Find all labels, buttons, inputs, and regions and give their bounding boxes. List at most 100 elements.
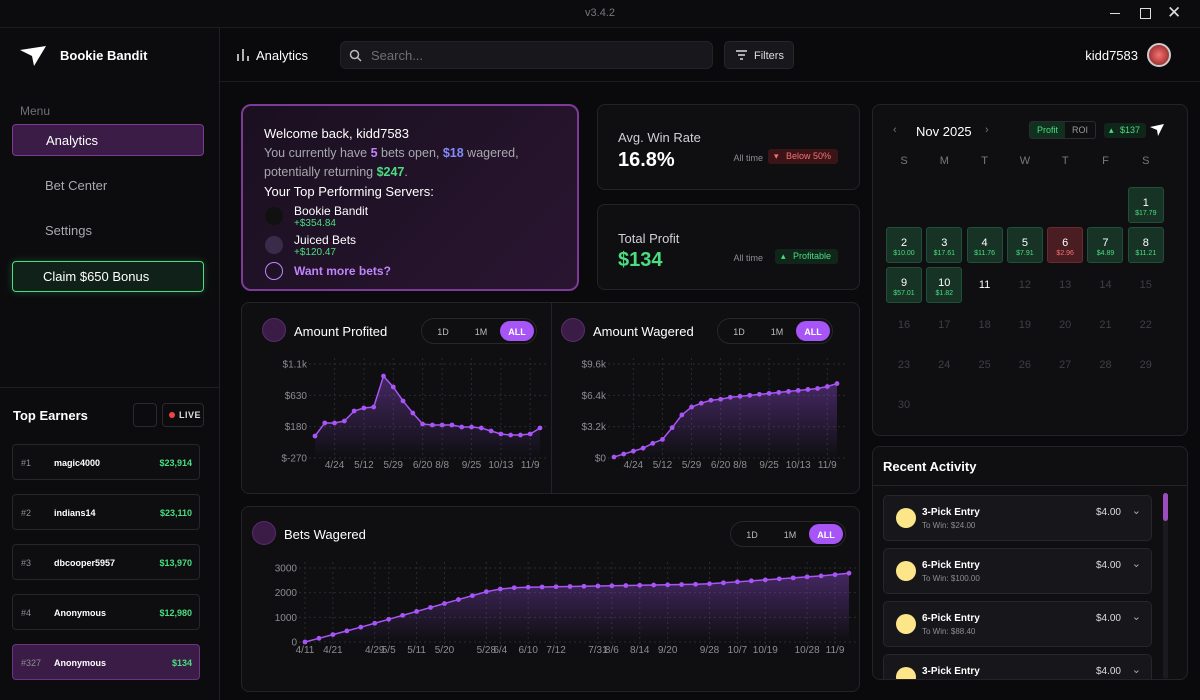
data-point (498, 431, 504, 437)
day-number: 3 (941, 237, 948, 249)
close-button[interactable]: ✕ (1167, 3, 1182, 22)
stat-badge: Profitable (774, 249, 838, 264)
data-point (609, 583, 615, 589)
day-amount: $11.21 (1135, 250, 1157, 257)
x-tick-label: 5/12 (354, 460, 374, 471)
toggle-option[interactable]: ROI (1072, 125, 1089, 135)
y-tick-label: $6.4k (582, 391, 607, 402)
area (305, 573, 849, 642)
day-amount: $10.00 (893, 250, 915, 257)
earners-filter-button[interactable] (133, 403, 157, 427)
nav-analytics[interactable]: Analytics (12, 124, 204, 156)
blank-cell (926, 187, 962, 223)
stat-label: Avg. Win Rate (618, 130, 701, 145)
day-number: 26 (1018, 359, 1032, 371)
activity-item[interactable]: 6-Pick Entry To Win: $88.40 $4.00 ⌄ (883, 601, 1152, 647)
filters-button[interactable]: Filters (724, 41, 794, 69)
day-number: 18 (978, 319, 991, 331)
weekday: F (1102, 155, 1109, 167)
day-number: 23 (897, 359, 911, 371)
range-option[interactable]: ALL (500, 321, 534, 341)
y-tick-label: 2000 (275, 588, 298, 599)
search-icon (349, 49, 362, 62)
earner-name: dbcooper5957 (54, 558, 116, 568)
more-bets-link[interactable]: Want more bets? (294, 264, 391, 278)
data-point (456, 597, 461, 602)
data-point (776, 576, 782, 582)
element (20, 46, 46, 66)
user-avatar[interactable] (1147, 43, 1171, 67)
data-point (322, 420, 328, 426)
earner-name: magic4000 (54, 458, 101, 468)
range-option[interactable]: 1D (733, 327, 745, 337)
data-point (539, 584, 545, 590)
range-option[interactable]: 1D (746, 530, 758, 540)
scrollbar[interactable] (1163, 493, 1168, 679)
claim-bonus-button[interactable]: Claim $650 Bonus (12, 261, 204, 292)
activity-icon (896, 614, 916, 634)
data-point (707, 581, 712, 587)
data-point (330, 632, 336, 637)
open-bets: 5 (370, 146, 378, 160)
day-number: 7 (1102, 237, 1109, 249)
range-option[interactable]: 1M (770, 327, 784, 337)
server-profit: +$354.84 (294, 218, 336, 229)
calendar-card: ‹ Nov 2025 › Profit ROI $137 SMTWTFS1$17… (872, 104, 1188, 436)
data-point (341, 418, 347, 424)
x-tick-label: 11/9 (818, 460, 837, 471)
stat-value: 16.8% (618, 149, 675, 171)
data-point (478, 425, 484, 431)
range-option[interactable]: ALL (796, 321, 830, 341)
range-option[interactable]: 1M (474, 327, 488, 337)
range-option[interactable]: 1D (437, 327, 449, 337)
day-cell: 25 (967, 347, 1003, 383)
x-tick-label: 5/5 (382, 645, 396, 656)
next-month[interactable]: › (985, 124, 989, 136)
data-point (762, 577, 768, 583)
minimize-button[interactable] (1110, 13, 1120, 14)
prev-month[interactable]: ‹ (893, 124, 897, 136)
range-option[interactable]: ALL (809, 524, 843, 544)
data-point (679, 582, 685, 587)
activity-title: 6-Pick Entry (922, 613, 980, 624)
stat-label: Total Profit (618, 231, 680, 246)
divider (0, 387, 219, 388)
x-tick-label: 6/4 (493, 645, 507, 656)
nav-bet-center[interactable]: Bet Center (45, 178, 108, 193)
area (614, 383, 837, 458)
title-bar: v3.4.2 ✕ (0, 0, 1200, 28)
toggle-option[interactable]: Profit (1030, 122, 1066, 138)
data-point (351, 408, 357, 414)
data-point (611, 454, 617, 460)
maximize-button[interactable] (1140, 8, 1151, 19)
data-point (527, 431, 533, 437)
data-point (737, 393, 743, 399)
scrollbar-thumb[interactable] (1163, 493, 1168, 521)
search-input[interactable]: Search... (340, 41, 713, 69)
data-point (439, 422, 445, 428)
day-amount: $17.79 (1135, 210, 1157, 217)
stat-card: Total Profit $134 All time Profitable (597, 204, 860, 290)
summary-text: You currently have (264, 146, 371, 160)
day-cell: 13 (1047, 267, 1083, 303)
x-tick-label: 8/6 (605, 645, 619, 656)
app-version: v3.4.2 (585, 7, 615, 19)
day-number: 17 (938, 319, 951, 331)
divider (873, 485, 1187, 486)
data-point (757, 391, 762, 397)
activity-item[interactable]: 6-Pick Entry To Win: $100.00 $4.00 ⌄ (883, 548, 1152, 594)
nav-settings[interactable]: Settings (45, 223, 92, 238)
day-number: 6 (1062, 237, 1069, 249)
data-point (390, 384, 396, 390)
data-point (776, 389, 782, 395)
line (304, 572, 850, 643)
live-badge: LIVE (162, 403, 204, 427)
data-point (786, 389, 791, 394)
data-point (511, 585, 517, 591)
expand-icon: ⌄ (1131, 505, 1141, 517)
x-tick-label: 6/20 (413, 460, 433, 471)
range-option[interactable]: 1M (783, 530, 797, 540)
data-point (581, 583, 587, 589)
